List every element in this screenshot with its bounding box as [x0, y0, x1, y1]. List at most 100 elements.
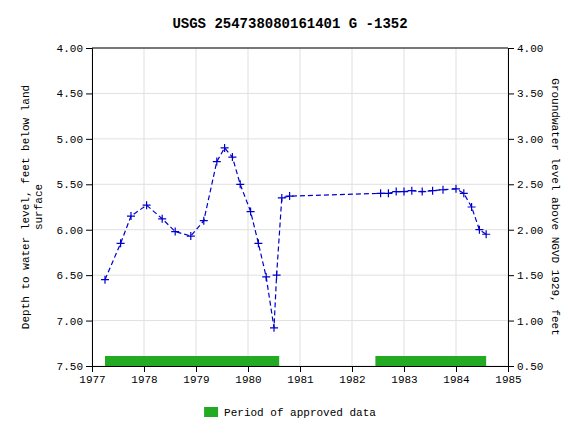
axis-line — [509, 49, 515, 367]
y-axis: 4.004.505.005.506.006.507.007.50 — [57, 43, 93, 373]
chart: USGS 254738080161401 G -1352 1977 1978 1979… — [0, 0, 580, 430]
marker — [247, 208, 255, 216]
tick-label: 2.00 — [517, 225, 543, 237]
tick-mark — [404, 366, 405, 372]
grid-line — [92, 275, 508, 276]
plot: 1977197819791980198119821983198419854.00… — [20, 43, 561, 386]
tick: 1979 — [183, 366, 209, 386]
tick: 1983 — [391, 366, 417, 386]
period-bar — [375, 356, 486, 366]
line — [105, 148, 486, 328]
axis-line — [86, 49, 93, 367]
frame — [92, 48, 508, 49]
marker — [408, 187, 416, 195]
tick-mark — [248, 366, 249, 372]
y2-axis-title: Groundwater level above NGVD 1929, feet — [549, 78, 561, 335]
tick-mark — [352, 366, 353, 372]
tick: 5.50 — [57, 179, 92, 191]
tick: 1.50 — [508, 270, 543, 282]
marker — [400, 188, 408, 196]
tick-mark — [508, 230, 514, 231]
marker — [101, 276, 109, 284]
tick-mark — [86, 366, 92, 367]
tick-mark — [300, 366, 301, 372]
grid-line — [352, 48, 353, 366]
marker — [439, 186, 447, 194]
tick-label: 6.00 — [57, 225, 83, 237]
tick: 1980 — [235, 366, 261, 386]
x-axis: 197719781979198019811982198319841985 — [79, 366, 521, 386]
tick-mark — [86, 184, 92, 185]
tick-label: 7.50 — [57, 361, 83, 373]
tick-label: 0.50 — [517, 361, 543, 373]
axis-line — [93, 367, 509, 373]
tick: 1984 — [443, 366, 470, 386]
tick-mark — [508, 139, 514, 140]
tick-label: 1983 — [391, 374, 417, 386]
grid-line — [92, 229, 508, 230]
tick-label: 5.00 — [57, 134, 83, 146]
marker — [377, 189, 385, 197]
marker — [482, 230, 490, 238]
grid-line — [300, 48, 301, 366]
tick-label: 4.50 — [57, 88, 83, 100]
tick-label: 1977 — [79, 374, 105, 386]
period-bar — [105, 356, 279, 366]
tick: 1977 — [79, 366, 105, 386]
grid-line — [92, 320, 508, 321]
marker — [392, 188, 400, 196]
tick: 4.00 — [508, 43, 543, 55]
tick-label: 7.00 — [57, 316, 83, 328]
tick: 1.00 — [508, 316, 543, 328]
grid-line — [456, 48, 457, 366]
grid-line — [248, 48, 249, 366]
marker — [171, 228, 179, 236]
tick: 6.50 — [57, 270, 92, 282]
marker — [452, 185, 460, 193]
tick-mark — [508, 93, 514, 94]
tick: 5.00 — [57, 134, 92, 146]
grid-line — [92, 138, 508, 139]
tick-label: 3.00 — [517, 134, 543, 146]
grid-line — [196, 48, 197, 366]
marker — [429, 187, 437, 195]
legend-item: Period of approved data — [204, 407, 376, 419]
marker — [262, 273, 270, 281]
tick-label: 1980 — [235, 374, 261, 386]
grid-line — [92, 93, 508, 94]
tick: 1982 — [339, 366, 365, 386]
tick-mark — [508, 321, 514, 322]
marker — [270, 324, 278, 332]
grid-line — [92, 184, 508, 185]
marker — [468, 203, 476, 211]
marker — [460, 189, 468, 197]
legend-swatch — [204, 407, 218, 417]
tick-mark — [508, 366, 514, 367]
marks — [101, 144, 490, 366]
tick: 3.50 — [508, 88, 543, 100]
tick-mark — [508, 48, 514, 49]
tick-mark — [456, 366, 457, 372]
y-axis-title: Depth to water level, feet below landsur… — [20, 85, 45, 329]
title: USGS 254738080161401 G -1352 — [172, 16, 407, 32]
tick: 3.00 — [508, 134, 543, 146]
tick-label: 1.00 — [517, 316, 543, 328]
marker — [200, 217, 208, 225]
grid — [92, 48, 508, 366]
y2-axis: 0.50 1.00 1.50 2.00 2.50 3.00 3.50 4.00 — [508, 43, 543, 373]
tick-mark — [86, 139, 92, 140]
tick: 1978 — [131, 366, 157, 386]
tick: 1981 — [287, 366, 314, 386]
marker — [384, 189, 392, 197]
tick-label: 1979 — [183, 374, 209, 386]
grid-line — [92, 48, 508, 49]
tick-label: 2.50 — [517, 179, 543, 191]
marker — [278, 194, 286, 202]
tick: 0.50 — [508, 361, 543, 373]
tick-label: 6.50 — [57, 270, 83, 282]
tick-mark — [86, 321, 92, 322]
marker — [187, 232, 195, 240]
marker — [221, 144, 229, 152]
tick: 6.00 — [57, 225, 92, 237]
tick-label: 1984 — [443, 374, 470, 386]
